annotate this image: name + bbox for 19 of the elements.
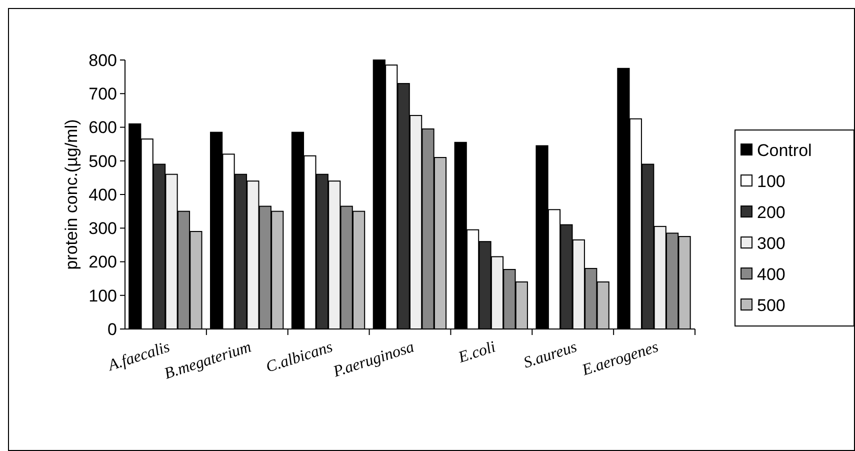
y-tick-label: 200 [88, 252, 117, 272]
y-tick-label: 500 [88, 152, 117, 171]
y-tick-label: 0 [108, 320, 117, 339]
x-tick-label: E.coli [456, 338, 498, 367]
y-tick-label: 700 [88, 84, 117, 104]
legend-label: 400 [757, 264, 786, 284]
y-tick-label: 400 [88, 185, 117, 204]
y-tick-label: 300 [88, 219, 117, 238]
x-tick-label: S.aureus [522, 338, 580, 372]
legend-label: 100 [757, 172, 786, 191]
legend-label: 200 [757, 202, 786, 222]
legend-label: Control [757, 140, 812, 160]
y-axis-title: protein conc.(µg/ml) [62, 119, 81, 270]
y-tick-label: 600 [88, 118, 117, 138]
y-tick-label: 100 [88, 286, 117, 306]
x-tick-label: C.albicans [264, 338, 335, 376]
legend-label: 300 [757, 234, 786, 253]
y-tick-label: 800 [88, 50, 117, 70]
legend-label: 500 [757, 296, 786, 315]
